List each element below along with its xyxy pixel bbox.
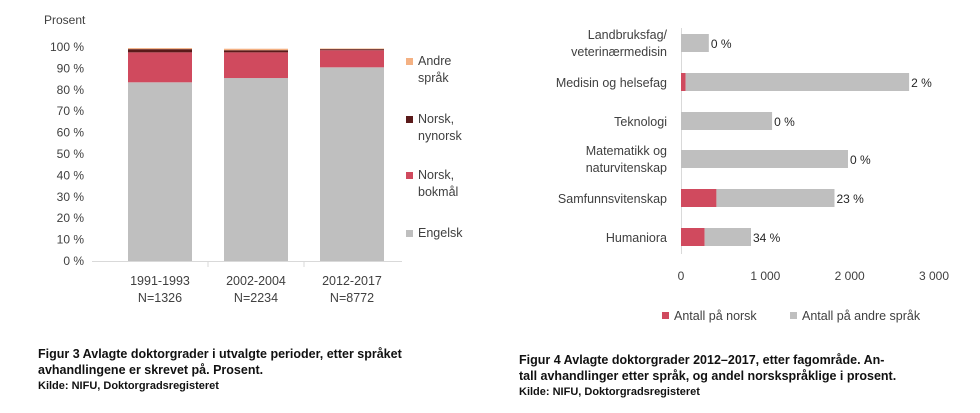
legend-swatch xyxy=(406,116,413,123)
y-tick-label: 60 % xyxy=(57,126,85,140)
y-category-label: Teknologi xyxy=(614,115,667,129)
bar-segment-norsk-nynorsk xyxy=(320,49,384,51)
bar-segment-engelsk xyxy=(224,78,288,261)
bar-segment-engelsk xyxy=(128,82,192,261)
legend-label: språk xyxy=(418,71,449,85)
y-tick-label: 20 % xyxy=(57,211,85,225)
legend-swatch xyxy=(406,230,413,237)
y-tick-label: 0 % xyxy=(63,254,84,268)
x-tick-label: 0 xyxy=(678,269,685,283)
x-category-sublabel: N=8772 xyxy=(330,291,374,305)
y-tick-label: 10 % xyxy=(57,233,85,247)
bar-segment-norsk-bokmål xyxy=(320,50,384,68)
bar-segment-norsk-nynorsk xyxy=(128,49,192,53)
legend-label: Antall på andre språk xyxy=(802,309,921,323)
legend-label: nynorsk xyxy=(418,129,463,143)
bar-segment-antall-på-norsk xyxy=(681,228,705,246)
bar-segment-antall-på-norsk xyxy=(681,73,686,91)
figure-4-title-line-1: Figur 4 Avlagte doktorgrader 2012–2017, … xyxy=(519,353,885,367)
y-category-label: naturvitenskap xyxy=(586,161,667,175)
x-category-label: 2012-2017 xyxy=(322,274,382,288)
x-category-label: 1991-1993 xyxy=(130,274,190,288)
y-tick-label: 40 % xyxy=(57,168,85,182)
legend-label: Norsk, xyxy=(418,168,454,182)
y-tick-label: 50 % xyxy=(57,147,85,161)
figure-4-chart: Landbruksfag/veterinærmedisin 0 % Medisin … xyxy=(556,28,949,323)
y-tick-label: 100 % xyxy=(50,40,84,54)
y-tick-label: 70 % xyxy=(57,104,85,118)
y-tick-label: 90 % xyxy=(57,61,85,75)
bar-segment-engelsk xyxy=(320,67,384,261)
y-category-label: Medisin og helsefag xyxy=(556,76,667,90)
data-label: 34 % xyxy=(753,231,781,245)
y-tick-label: 30 % xyxy=(57,190,85,204)
bar-segment-antall-på-andre-språk xyxy=(681,34,709,52)
legend-label: bokmål xyxy=(418,185,458,199)
y-tick-label: 80 % xyxy=(57,83,85,97)
data-label: 23 % xyxy=(836,192,864,206)
legend-swatch xyxy=(406,172,413,179)
y-category-label: Samfunnsvitenskap xyxy=(558,192,667,206)
y-category-label: veterinærmedisin xyxy=(571,45,667,59)
legend-label: Antall på norsk xyxy=(674,309,757,323)
bar-segment-norsk-bokmål xyxy=(224,52,288,79)
bar-segment-norsk-bokmål xyxy=(128,52,192,83)
data-label: 0 % xyxy=(850,153,871,167)
legend-swatch xyxy=(662,312,669,319)
bar-segment-andre-språk xyxy=(320,48,384,50)
legend-swatch xyxy=(790,312,797,319)
legend-label: Andre xyxy=(418,54,451,68)
data-label: 0 % xyxy=(774,115,795,129)
figure-4-title-line-2: tall avhandlinger etter språk, og andel … xyxy=(519,369,897,383)
bar-segment-norsk-nynorsk xyxy=(224,50,288,53)
x-tick-label: 1 000 xyxy=(750,269,780,283)
bar-segment-antall-på-andre-språk xyxy=(704,228,751,246)
bar-segment-antall-på-andre-språk xyxy=(685,73,910,91)
bar-segment-antall-på-andre-språk xyxy=(681,112,773,130)
legend-label: Norsk, xyxy=(418,112,454,126)
figure-4-source: Kilde: NIFU, Doktorgradsregisteret xyxy=(519,386,700,398)
y-category-label: Humaniora xyxy=(606,231,667,245)
bar-segment-antall-på-norsk xyxy=(681,189,717,207)
data-label: 2 % xyxy=(911,76,932,90)
y-category-label: Landbruksfag/ xyxy=(588,28,668,42)
bar-segment-andre-språk xyxy=(128,48,192,50)
x-category-sublabel: N=2234 xyxy=(234,291,278,305)
legend-label: Engelsk xyxy=(418,226,463,240)
figure-3-caption: Figur 3 Avlagte doktorgrader i utvalgte … xyxy=(38,346,402,394)
y-category-label: Matematikk og xyxy=(586,144,667,158)
x-category-sublabel: N=1326 xyxy=(138,291,182,305)
figure-3-title-line-2: avhandlingene er skrevet på. Prosent. xyxy=(38,363,264,377)
figure-3-title-line-1: Figur 3 Avlagte doktorgrader i utvalgte … xyxy=(38,347,402,361)
y-axis-title: Prosent xyxy=(44,13,86,27)
figure-4-caption: Figur 4 Avlagte doktorgrader 2012–2017, … xyxy=(519,352,896,400)
legend-swatch xyxy=(406,58,413,65)
bar-segment-antall-på-andre-språk xyxy=(716,189,835,207)
bar-segment-antall-på-andre-språk xyxy=(681,150,848,168)
x-tick-label: 2 000 xyxy=(835,269,865,283)
bar-segment-andre-språk xyxy=(224,48,288,51)
figure-3-source: Kilde: NIFU, Doktorgradsregisteret xyxy=(38,380,219,392)
x-tick-label: 3 000 xyxy=(919,269,949,283)
x-category-label: 2002-2004 xyxy=(226,274,286,288)
figure-3-chart: Prosent 0 % 10 % 20 % 30 % 40 % 50 % 60 % 70 % 80… xyxy=(44,13,463,305)
data-label: 0 % xyxy=(711,37,732,51)
